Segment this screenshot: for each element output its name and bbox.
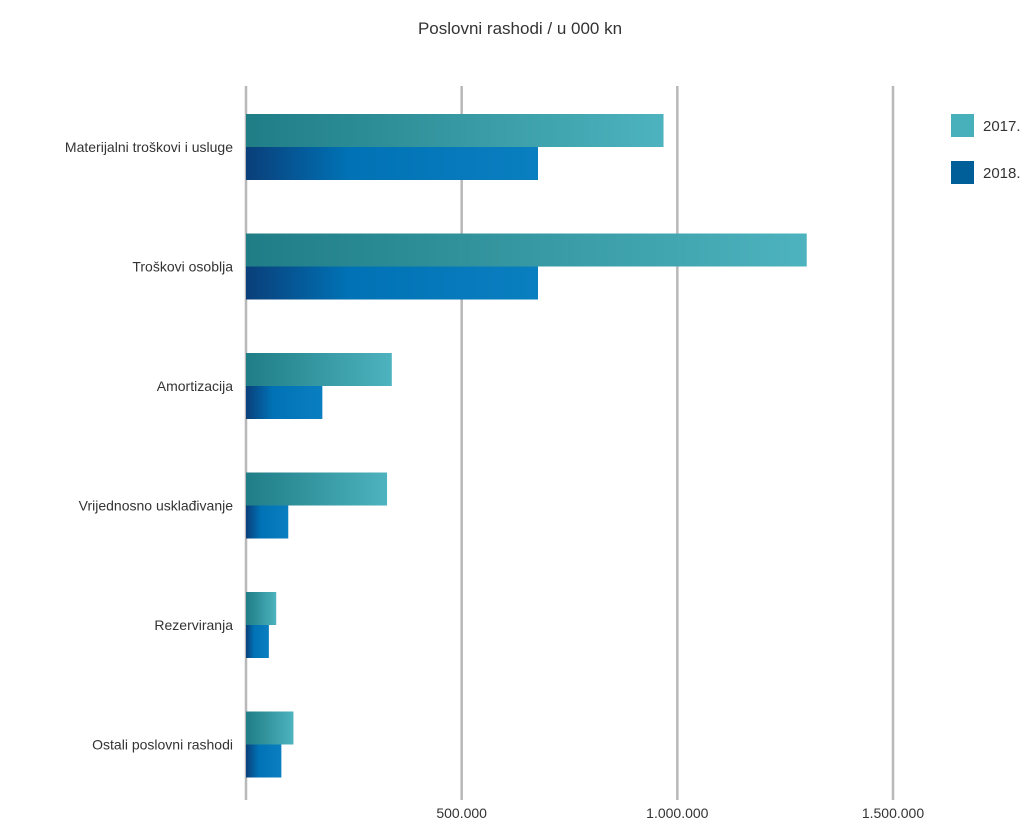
category-label-3: Vrijednosno usklađivanje — [79, 498, 234, 514]
category-label-5: Ostali poslovni rashodi — [92, 737, 233, 753]
bar-2017-4 — [246, 592, 277, 625]
legend-swatch-2017 — [951, 114, 974, 137]
bar-2017-5 — [246, 711, 294, 745]
x-tick-labels: 500.000 1.000.000 1.500.000 — [436, 805, 924, 821]
bar-2018-4 — [246, 625, 269, 658]
category-label-4: Rezerviranja — [154, 617, 233, 633]
category-labels: Materijalni troškovi i usluge Troškovi os… — [65, 139, 233, 753]
bar-2018-5 — [246, 744, 282, 778]
bar-2017-3 — [246, 472, 388, 506]
gridlines — [244, 86, 895, 800]
bar-2018-2 — [246, 386, 323, 419]
chart-title: Poslovni rashodi / u 000 kn — [418, 19, 622, 38]
category-label-2: Amortizacija — [157, 378, 233, 394]
bar-2017-0 — [246, 114, 664, 147]
category-label-0: Materijalni troškovi i usluge — [65, 139, 233, 155]
bar-2017-2 — [246, 353, 392, 386]
bar-2018-1 — [246, 266, 539, 300]
x-tick-label-1: 1.000.000 — [646, 805, 708, 821]
bars — [246, 114, 807, 778]
bar-2018-0 — [246, 147, 539, 180]
legend: 2017. 2018. — [951, 114, 1021, 184]
bar-2018-3 — [246, 505, 289, 539]
legend-label-2017: 2017. — [983, 118, 1021, 135]
bar-2017-1 — [246, 233, 807, 267]
x-tick-label-2: 1.500.000 — [862, 805, 924, 821]
legend-swatch-2018 — [951, 161, 974, 184]
x-tick-label-0: 500.000 — [436, 805, 487, 821]
legend-label-2018: 2018. — [983, 165, 1021, 182]
category-label-1: Troškovi osoblja — [132, 259, 233, 275]
